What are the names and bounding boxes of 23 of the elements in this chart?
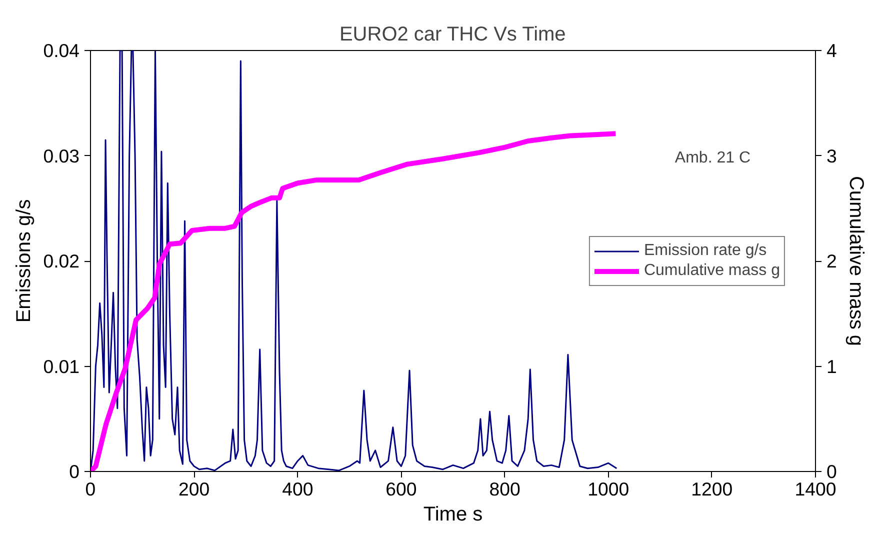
x-tick-label: 800 [489, 478, 520, 500]
y-tick-label: 0 [69, 461, 80, 482]
y-tick-label: 0.02 [43, 250, 80, 272]
y2-tick-label: 3 [826, 145, 837, 166]
x-tick-label: 200 [178, 478, 210, 500]
y2-tick-label: 1 [826, 356, 837, 377]
y2-tick-label: 2 [826, 250, 837, 272]
y-tick-label: 0.03 [43, 145, 80, 166]
y-tick-label: 0.04 [43, 40, 80, 61]
y2-tick-label: 4 [826, 40, 837, 61]
x-tick-label: 1000 [588, 478, 630, 500]
x-tick-label: 600 [386, 478, 417, 500]
chart-title: EURO2 car THC Vs Time [339, 24, 566, 46]
x-tick-label: 400 [282, 478, 314, 500]
x-axis-title: Time s [423, 504, 483, 526]
y2-axis-title: Cumulative mass g [844, 176, 867, 346]
annotation: Amb. 21 C [674, 150, 751, 166]
y-axis-title: Emissions g/s [13, 199, 36, 323]
x-tick-label: 0 [85, 478, 96, 500]
x-tick-label: 1200 [691, 478, 733, 500]
legend-label: Emission rate g/s [644, 242, 767, 260]
y-tick-label: 0.01 [43, 356, 80, 377]
legend-label: Cumulative mass g [644, 262, 780, 280]
